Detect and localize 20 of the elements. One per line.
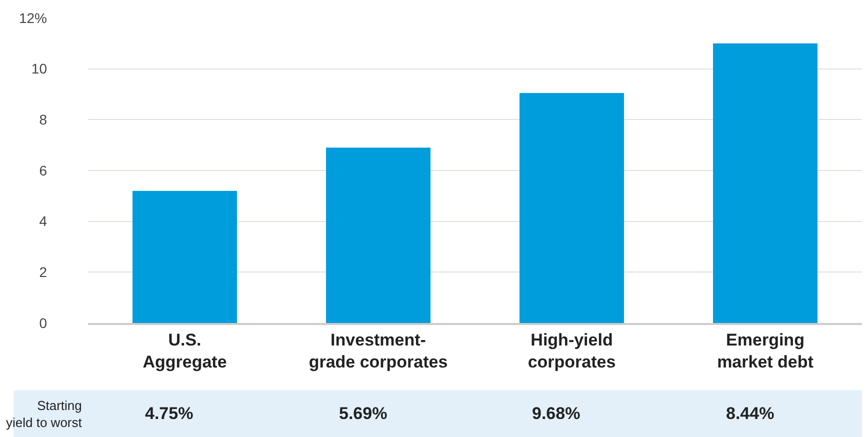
text: 4.75% xyxy=(145,404,194,423)
y-tick-label: 12% xyxy=(18,10,47,26)
y-tick-label: 2 xyxy=(39,264,48,280)
text: 8.44% xyxy=(726,404,774,423)
bar xyxy=(713,43,818,323)
y-tick-label: 8 xyxy=(39,112,48,128)
x-tick-label: Investment- grade corporates xyxy=(308,330,448,372)
y-tick-label: 10 xyxy=(31,60,48,77)
y-tick-label: 4 xyxy=(39,213,48,230)
x-tick-label: High-yield corporates xyxy=(528,330,616,372)
bar xyxy=(520,92,624,323)
bar xyxy=(326,148,430,323)
text: 5.69% xyxy=(339,404,388,423)
text: 9.68% xyxy=(532,404,580,423)
bar xyxy=(132,190,237,323)
x-tick-label: Emerging market debt xyxy=(717,330,814,372)
y-tick-label: 0 xyxy=(39,314,48,331)
text: Starting yield to worst xyxy=(6,398,82,430)
x-tick-label: U.S. Aggregate xyxy=(142,330,227,372)
y-tick-label: 6 xyxy=(39,162,48,178)
